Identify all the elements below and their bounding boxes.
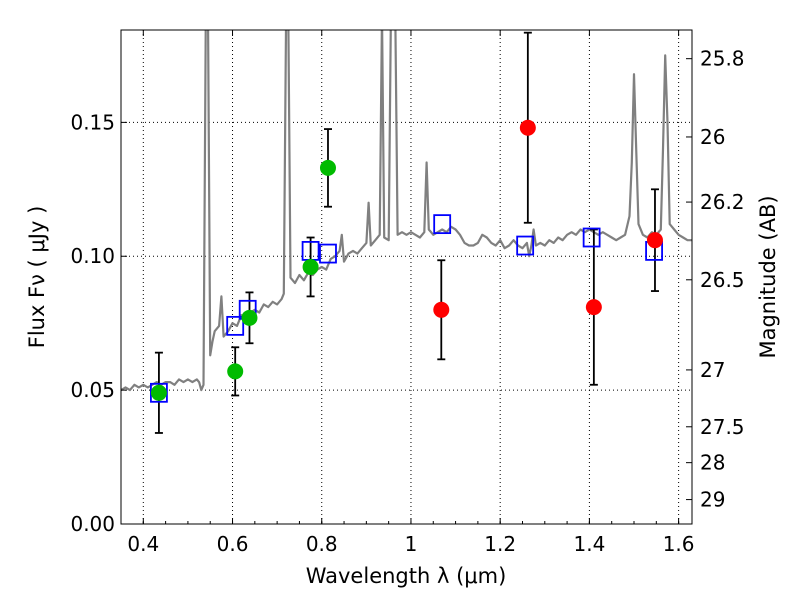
x-tick-label: 1 [405, 532, 418, 556]
spectrum-layer [121, 30, 692, 392]
hst-data-point [319, 159, 336, 176]
x-tick-label: 1.2 [484, 532, 516, 556]
hst-data-point [150, 384, 167, 401]
y-tick-label: 0.10 [70, 244, 115, 268]
hst-data-point [241, 309, 258, 326]
model-photometry-layer [150, 214, 663, 403]
y-tick-label: 0.05 [70, 378, 115, 402]
mag-tick-label: 26.2 [700, 190, 745, 214]
y-axis-label: Flux Fν ( μJy ) [25, 206, 49, 349]
axis-ticks: 0.4 0.6 0.8 1 1.2 1.4 1.6 0.00 0.05 0.10 0.15 25.8 2… [70, 30, 745, 556]
x-tick-label: 0.6 [217, 532, 249, 556]
hst-data-point [302, 258, 319, 275]
x-tick-label: 0.4 [127, 532, 159, 556]
ground-data-point [519, 119, 536, 136]
observed-photometry-layer [150, 119, 663, 401]
model-square-point [516, 235, 535, 256]
mag-tick-label: 27.5 [700, 415, 745, 439]
mag-tick-label: 26 [700, 125, 725, 149]
y-tick-label: 0.15 [70, 110, 115, 134]
y-tick-label: 0.00 [70, 512, 115, 536]
ground-data-point [433, 301, 450, 318]
mag-tick-label: 27 [700, 358, 725, 382]
model-square-point [582, 227, 601, 248]
model-square-point [226, 315, 245, 336]
mag-tick-label: 25.8 [700, 47, 745, 71]
spectrum-line [121, 30, 692, 392]
ground-data-point [585, 299, 602, 316]
ground-data-point [646, 232, 663, 249]
mag-tick-label: 29 [700, 488, 725, 512]
model-square-point [433, 214, 452, 235]
hst-data-point [227, 363, 244, 380]
x-tick-label: 1.4 [573, 532, 605, 556]
x-tick-label: 1.6 [663, 532, 695, 556]
y2-axis-label: Magnitude (AB) [756, 195, 780, 358]
plot-frame [120, 29, 693, 525]
mag-tick-label: 28 [700, 451, 725, 475]
mag-tick-label: 26.5 [700, 268, 745, 292]
model-square-point [319, 243, 337, 264]
x-axis-label: Wavelength λ (μm) [306, 564, 507, 588]
x-tick-label: 0.8 [306, 532, 338, 556]
